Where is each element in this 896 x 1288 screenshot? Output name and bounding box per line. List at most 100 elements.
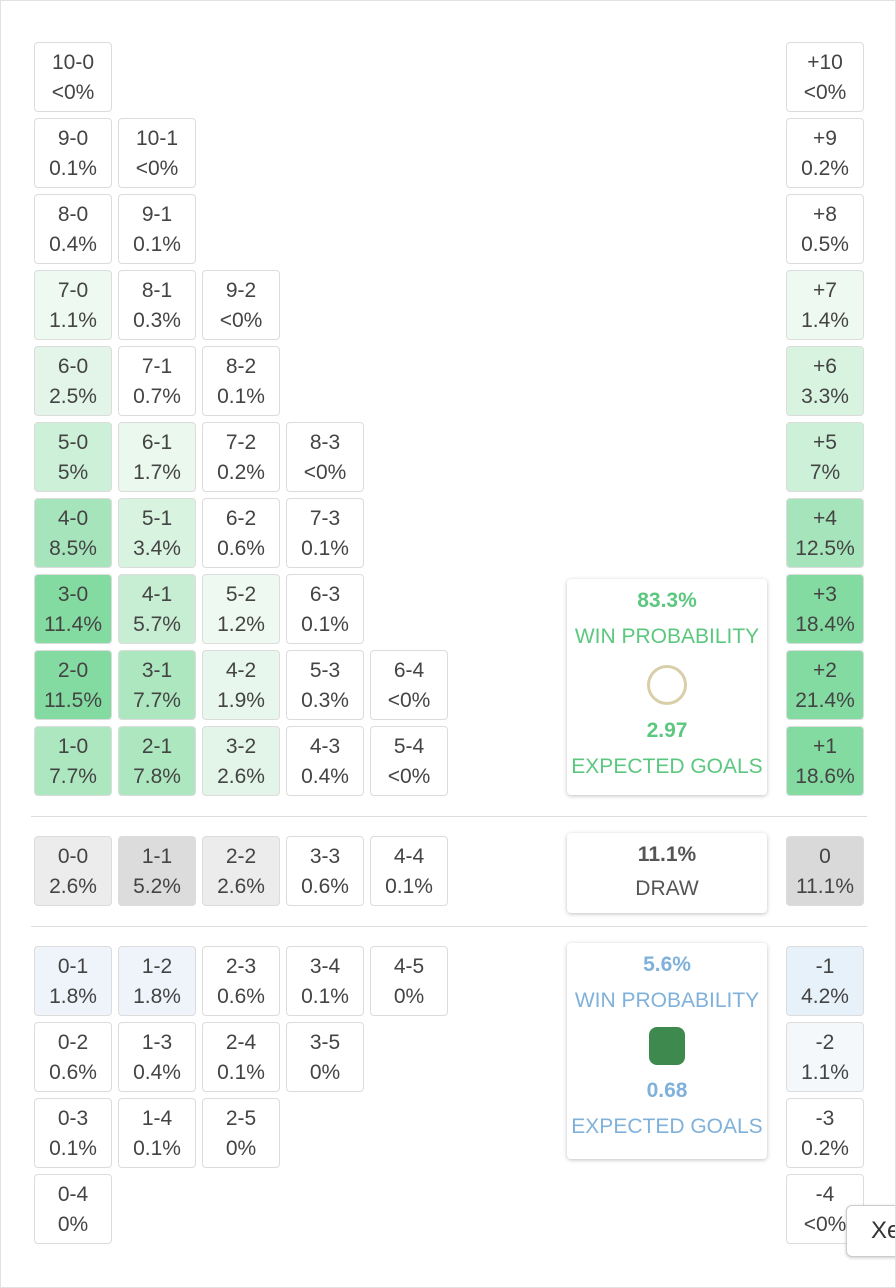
score-label: 3-0 [57,583,89,606]
prob-label: 0.5% [801,233,849,256]
prob-label: <0% [219,309,263,332]
score-label: 4-3 [309,735,341,758]
score-label: 6-1 [141,431,173,454]
score-cell: -2 1.1% [786,1022,864,1092]
score-cell: +6 3.3% [786,346,864,416]
score-label: 0-3 [57,1107,89,1130]
score-cell: 8-1 0.3% [118,270,196,340]
score-cell: 0-1 1.8% [34,946,112,1016]
score-cell: 6-4 <0% [370,650,448,720]
score-cell: 6-1 1.7% [118,422,196,492]
prob-label: 18.4% [795,613,855,636]
prob-label: 7.8% [133,765,181,788]
score-cell: 1-1 5.2% [118,836,196,906]
score-label: 8-2 [225,355,257,378]
prob-label: 0.1% [133,1137,181,1160]
prob-label: 0.1% [301,985,349,1008]
xg-label: EXPECTED GOALS [571,1115,763,1138]
prob-label: <0% [803,81,847,104]
score-label: 2-0 [57,659,89,682]
score-cell: 0 11.1% [786,836,864,906]
score-cell: 5-0 5% [34,422,112,492]
score-cell: 5-2 1.2% [202,574,280,644]
prob-label: 0.3% [133,309,181,332]
score-cell: 10-1 <0% [118,118,196,188]
score-label: -3 [815,1107,835,1130]
score-label: 1-1 [141,845,173,868]
score-cell: 1-3 0.4% [118,1022,196,1092]
score-cell: +1 18.6% [786,726,864,796]
prob-label: 1.1% [49,309,97,332]
score-cell: 4-4 0.1% [370,836,448,906]
score-label: 0-2 [57,1031,89,1054]
prob-label: 0.6% [217,985,265,1008]
score-cell: 4-3 0.4% [286,726,364,796]
prob-label: 12.5% [795,537,855,560]
score-label: +5 [813,431,837,454]
prob-label: 0% [225,1137,257,1160]
score-cell: 6-2 0.6% [202,498,280,568]
score-cell: 3-2 2.6% [202,726,280,796]
prob-label: 5.7% [133,613,181,636]
score-label: 6-0 [57,355,89,378]
score-cell: 3-4 0.1% [286,946,364,1016]
home-summary: 83.3% WIN PROBABILITY 2.97 EXPECTED GOAL… [567,579,767,795]
prob-label: 0.3% [301,689,349,712]
score-label: 5-4 [393,735,425,758]
score-cell: 7-3 0.1% [286,498,364,568]
prob-label: 0.1% [301,537,349,560]
win-label: WIN PROBABILITY [574,625,760,648]
score-cell: 7-2 0.2% [202,422,280,492]
score-label: 8-3 [309,431,341,454]
prob-label: 2.6% [217,875,265,898]
prob-label: 0.7% [133,385,181,408]
score-cell: 5-4 <0% [370,726,448,796]
prob-label: 0.4% [301,765,349,788]
score-label: -2 [815,1031,835,1054]
score-cell: 3-5 0% [286,1022,364,1092]
prob-label: 18.6% [795,765,855,788]
prob-label: 5% [57,461,89,484]
score-label: 3-5 [309,1031,341,1054]
score-cell: +8 0.5% [786,194,864,264]
prob-label: 0% [309,1061,341,1084]
score-cell: -3 0.2% [786,1098,864,1168]
prob-label: 3.4% [133,537,181,560]
score-cell: 9-0 0.1% [34,118,112,188]
score-cell: 4-5 0% [370,946,448,1016]
team-logo [647,665,687,705]
score-cell: +3 18.4% [786,574,864,644]
score-label: 0-4 [57,1183,89,1206]
score-label: 4-2 [225,659,257,682]
score-label: 4-4 [393,845,425,868]
score-cell: 0-2 0.6% [34,1022,112,1092]
prob-label: 7% [809,461,841,484]
score-label: 1-3 [141,1031,173,1054]
score-cell: 8-0 0.4% [34,194,112,264]
score-cell: +5 7% [786,422,864,492]
score-label: 1-0 [57,735,89,758]
win-label: WIN PROBABILITY [574,989,760,1012]
button[interactable]: Xe [846,1205,895,1257]
prob-label: 0.1% [301,613,349,636]
prob-label: 0.1% [385,875,433,898]
score-label: 8-0 [57,203,89,226]
prob-label: 0.2% [801,157,849,180]
score-cell: +7 1.4% [786,270,864,340]
score-label: 9-0 [57,127,89,150]
prob-label: 0.1% [133,233,181,256]
score-label: 7-3 [309,507,341,530]
score-label: 0-0 [57,845,89,868]
prob-label: 0.4% [49,233,97,256]
score-label: 7-0 [57,279,89,302]
score-label: 7-2 [225,431,257,454]
prob-label: <0% [135,157,179,180]
prob-label: 2.6% [49,875,97,898]
prob-label: 7.7% [49,765,97,788]
score-label: 6-3 [309,583,341,606]
score-cell: 3-1 7.7% [118,650,196,720]
score-label: 9-2 [225,279,257,302]
score-cell: 1-4 0.1% [118,1098,196,1168]
score-cell: 2-3 0.6% [202,946,280,1016]
